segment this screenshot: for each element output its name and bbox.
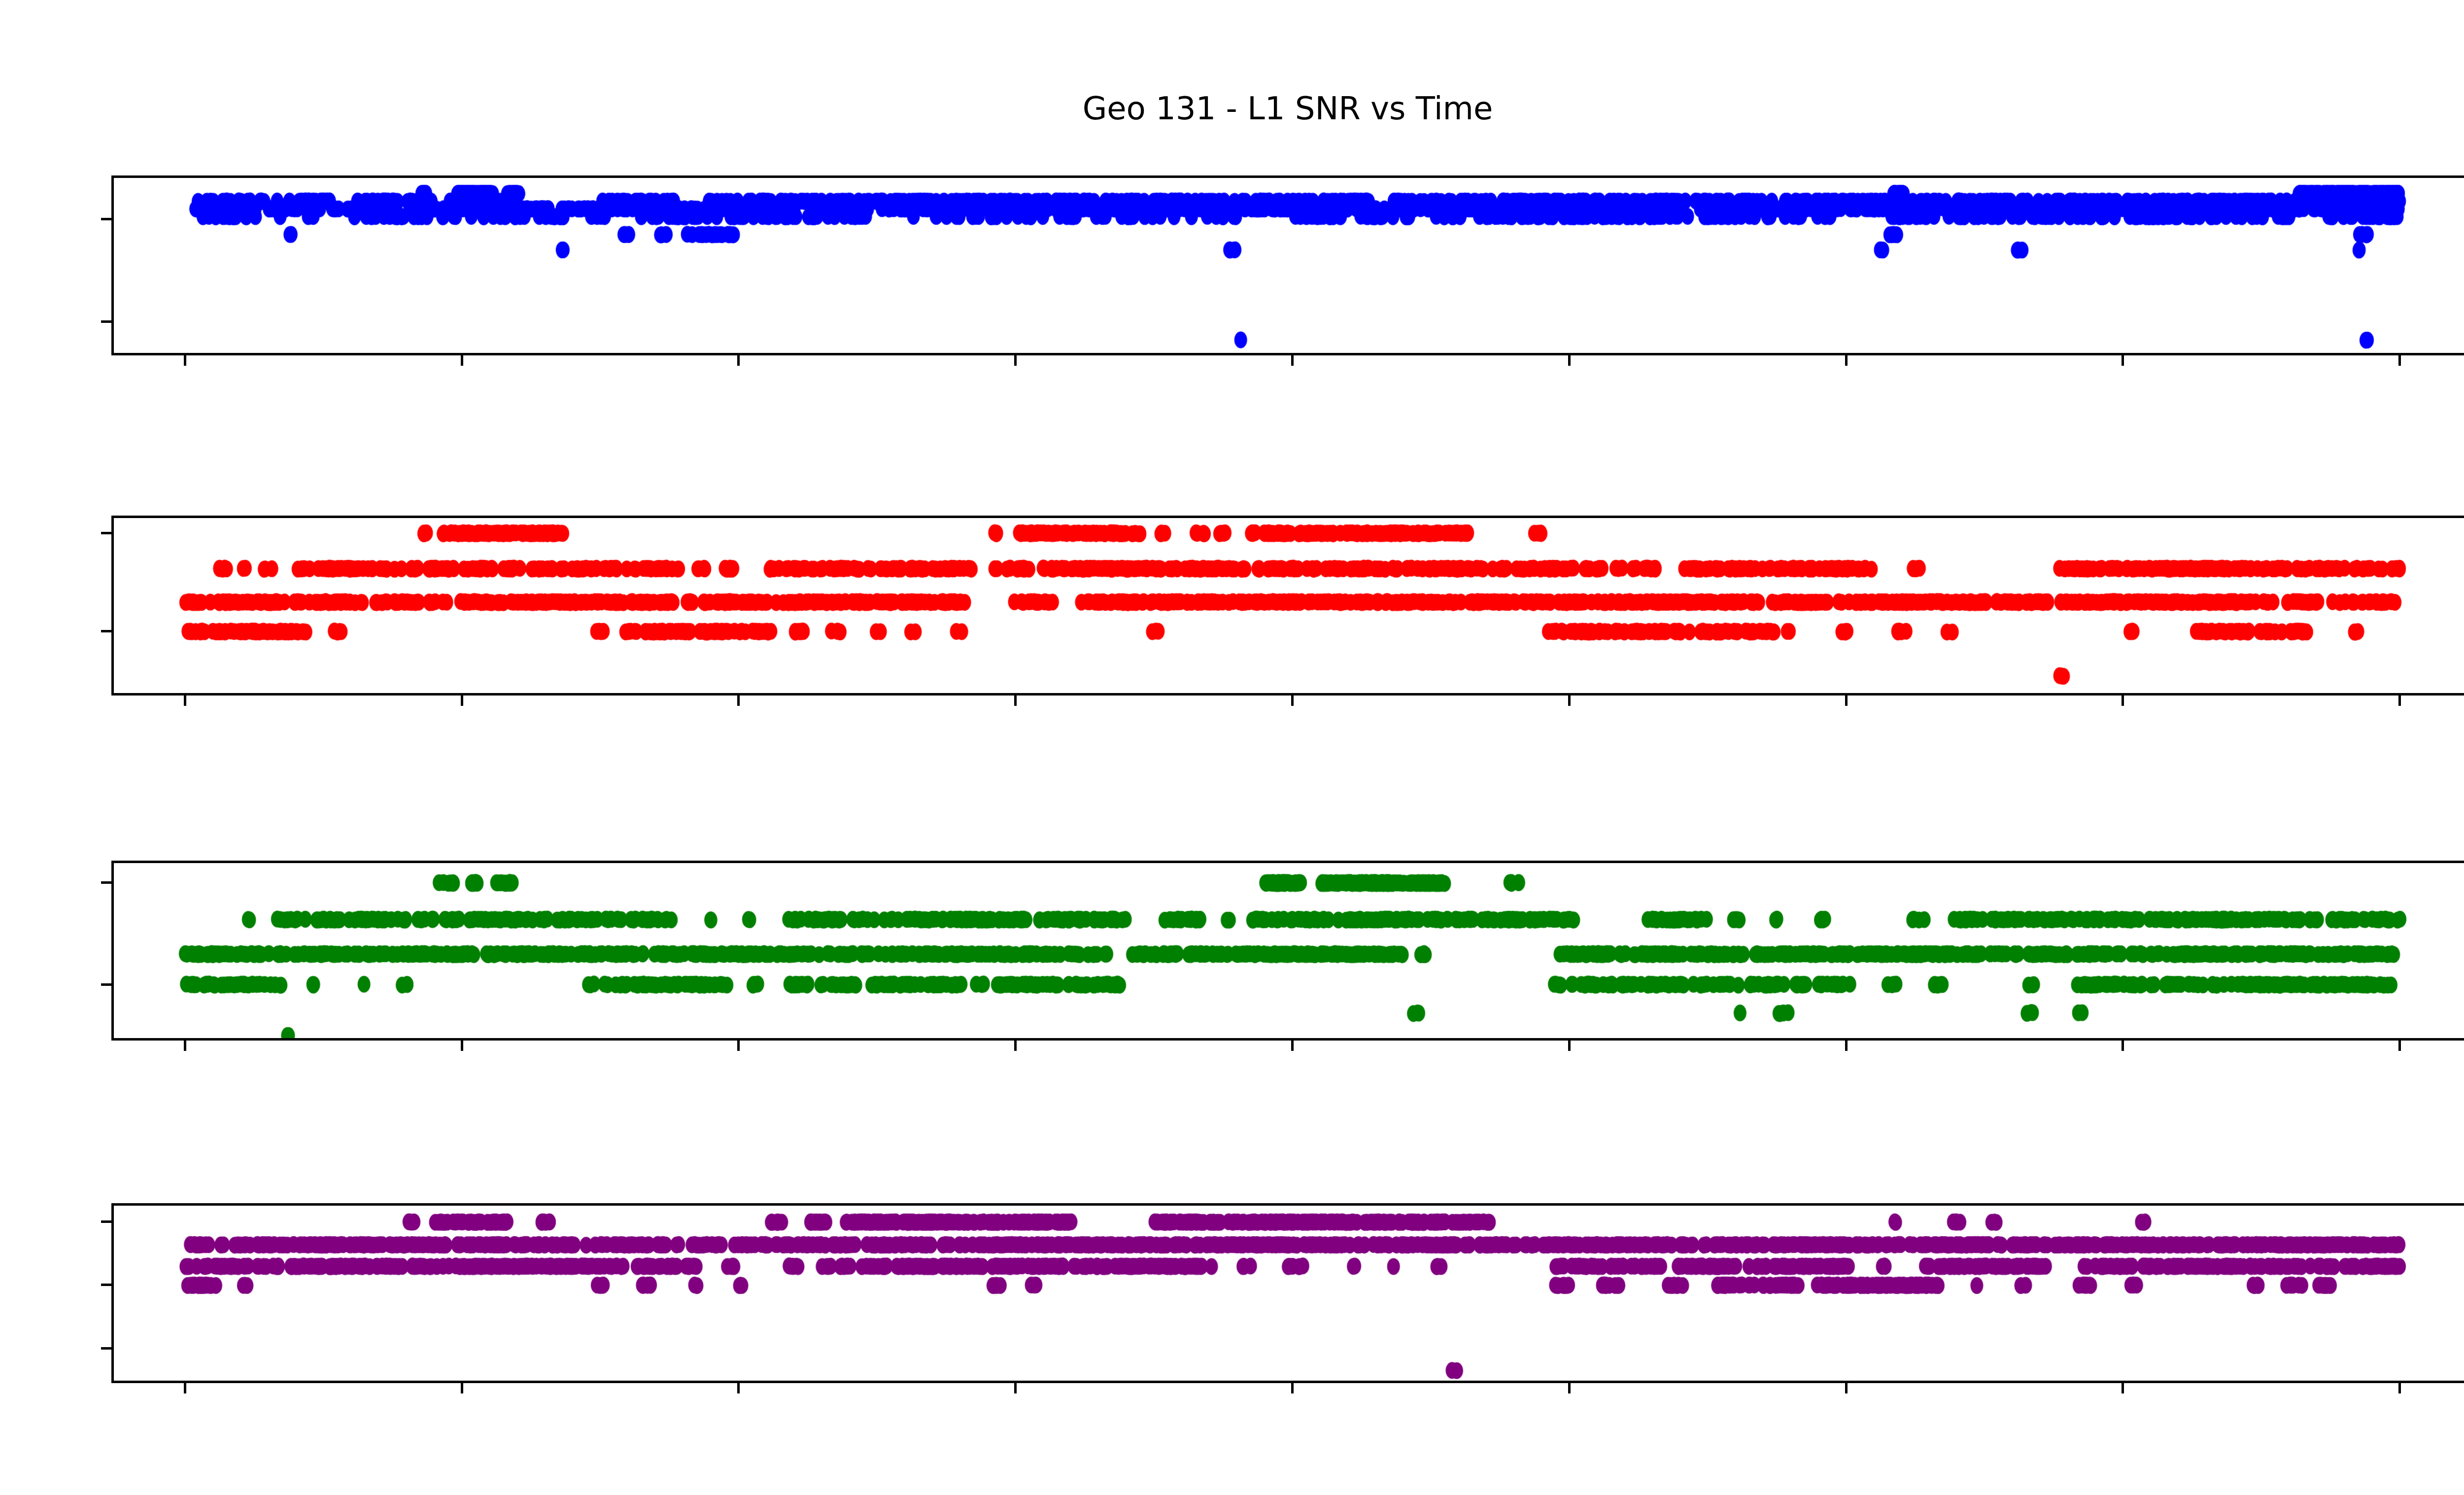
x-tick-mark xyxy=(183,355,186,366)
y-tick-mark xyxy=(101,630,111,633)
x-tick-mark xyxy=(737,355,740,366)
scatter-points xyxy=(114,518,2464,693)
x-tick-mark xyxy=(1568,1041,1571,1051)
y-tick-label xyxy=(0,1269,92,1301)
y-tick-mark xyxy=(101,320,111,323)
y-tick-label xyxy=(0,1332,92,1365)
plot-area xyxy=(111,175,2464,355)
x-tick-mark xyxy=(1291,1041,1294,1051)
x-tick-mark xyxy=(1845,1383,1848,1393)
y-tick-label xyxy=(0,306,92,338)
x-tick-mark xyxy=(1014,1383,1017,1393)
x-tick-mark xyxy=(460,355,463,366)
y-tick-label xyxy=(0,969,92,1001)
x-tick-mark xyxy=(2122,1383,2124,1393)
x-tick-mark xyxy=(1014,355,1017,366)
x-tick-mark xyxy=(1291,695,1294,706)
x-tick-mark xyxy=(737,695,740,706)
x-tick-mark xyxy=(183,695,186,706)
y-tick-mark xyxy=(101,1284,111,1286)
x-tick-mark xyxy=(2398,1041,2401,1051)
x-tick-mark xyxy=(183,1041,186,1051)
x-tick-mark xyxy=(2398,695,2401,706)
y-tick-mark xyxy=(101,1347,111,1350)
x-tick-mark xyxy=(460,1383,463,1393)
x-tick-mark xyxy=(2398,1383,2401,1393)
x-tick-mark xyxy=(1568,355,1571,366)
x-tick-mark xyxy=(460,1041,463,1051)
x-tick-mark xyxy=(1568,1383,1571,1393)
x-tick-mark xyxy=(1568,695,1571,706)
suptitle-line-1: Geo 131 - L1 SNR vs Time xyxy=(1082,91,1493,128)
x-tick-mark xyxy=(2122,355,2124,366)
x-tick-mark xyxy=(2122,1041,2124,1051)
y-tick-mark xyxy=(101,983,111,986)
x-tick-mark xyxy=(1291,1383,1294,1393)
x-tick-mark xyxy=(1014,695,1017,706)
plot-area xyxy=(111,1203,2464,1383)
y-tick-mark xyxy=(101,531,111,534)
x-tick-mark xyxy=(1845,695,1848,706)
x-tick-mark xyxy=(2122,695,2124,706)
x-tick-mark xyxy=(1014,1041,1017,1051)
x-tick-mark xyxy=(737,1041,740,1051)
x-tick-mark xyxy=(737,1383,740,1393)
y-tick-label xyxy=(0,615,92,648)
y-tick-mark xyxy=(101,1220,111,1223)
x-tick-mark xyxy=(1845,355,1848,366)
plot-area xyxy=(111,516,2464,695)
x-tick-mark xyxy=(460,695,463,706)
y-tick-label xyxy=(0,517,92,550)
x-tick-mark xyxy=(183,1383,186,1393)
y-tick-label xyxy=(0,1206,92,1238)
plot-area xyxy=(111,861,2464,1041)
y-tick-mark xyxy=(101,217,111,220)
x-tick-mark xyxy=(2398,355,2401,366)
y-tick-label xyxy=(0,203,92,236)
scatter-points xyxy=(114,178,2464,353)
scatter-points xyxy=(114,1206,2464,1381)
x-tick-mark xyxy=(1291,355,1294,366)
x-tick-mark xyxy=(1845,1041,1848,1051)
y-tick-mark xyxy=(101,881,111,884)
y-tick-label xyxy=(0,867,92,899)
scatter-points xyxy=(114,863,2464,1038)
